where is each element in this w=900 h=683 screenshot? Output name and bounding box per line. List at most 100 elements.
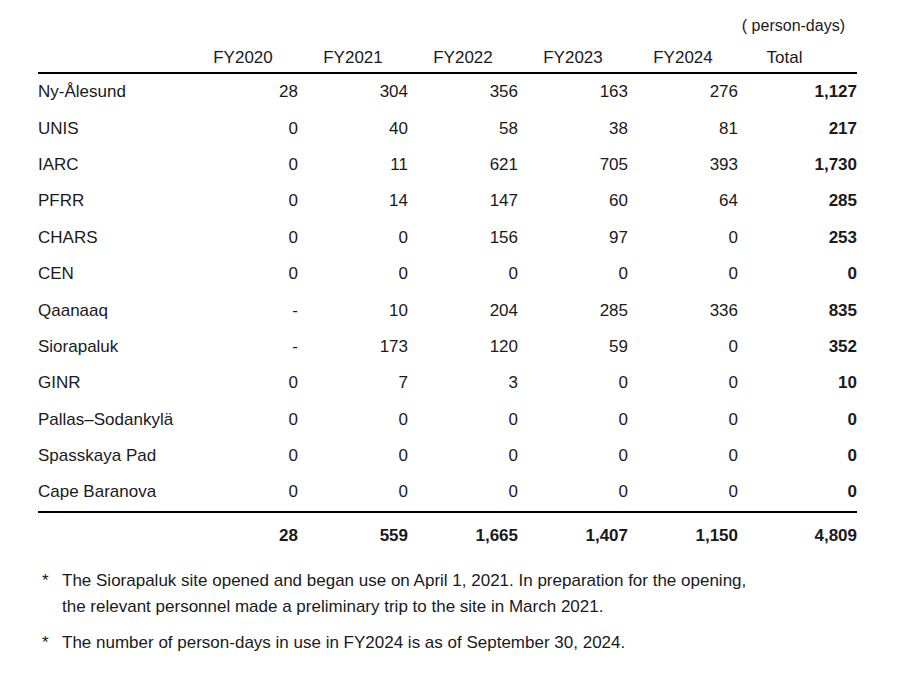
value-cell: 0	[518, 256, 628, 292]
value-cell: 0	[628, 256, 738, 292]
table-row: Spasskaya Pad000000	[38, 438, 857, 474]
value-cell: 0	[188, 474, 298, 511]
value-cell: 285	[518, 292, 628, 328]
value-cell: 11	[298, 147, 408, 183]
totals-row-label	[38, 512, 188, 559]
column-header-fy2023: FY2023	[518, 44, 628, 73]
row-total-cell: 217	[738, 110, 857, 146]
site-name: Qaanaaq	[38, 292, 188, 328]
page: { "unit_label": "( person-days)", "table…	[0, 0, 900, 683]
value-cell: 0	[518, 365, 628, 401]
value-cell: 0	[298, 438, 408, 474]
site-column-header	[38, 44, 188, 73]
footnote-line: the relevant personnel made a preliminar…	[62, 597, 603, 616]
value-cell: 276	[628, 73, 738, 110]
table-row: GINR0730010	[38, 365, 857, 401]
value-cell: 0	[188, 365, 298, 401]
value-cell: 58	[408, 110, 518, 146]
row-total-cell: 0	[738, 438, 857, 474]
footnote-marker: *	[42, 568, 62, 620]
table-row: UNIS040583881217	[38, 110, 857, 146]
site-name: CHARS	[38, 220, 188, 256]
value-cell: 0	[298, 402, 408, 438]
value-cell: 336	[628, 292, 738, 328]
value-cell: 304	[298, 73, 408, 110]
value-cell: 204	[408, 292, 518, 328]
footnote-line: The Siorapaluk site opened and began use…	[62, 571, 746, 590]
table-body: Ny-Ålesund283043561632761,127UNIS0405838…	[38, 73, 857, 512]
value-cell: -	[188, 292, 298, 328]
value-cell: 38	[518, 110, 628, 146]
row-total-cell: 0	[738, 474, 857, 511]
column-header-fy2024: FY2024	[628, 44, 738, 73]
row-total-cell: 835	[738, 292, 857, 328]
footnote-line: The number of person-days in use in FY20…	[62, 633, 625, 652]
column-header-fy2021: FY2021	[298, 44, 408, 73]
value-cell: 0	[628, 329, 738, 365]
value-cell: 0	[188, 183, 298, 219]
value-cell: 0	[628, 220, 738, 256]
value-cell: 0	[188, 256, 298, 292]
footnotes: * The Siorapaluk site opened and began u…	[42, 568, 872, 656]
value-cell: 705	[518, 147, 628, 183]
site-name: UNIS	[38, 110, 188, 146]
table-row: PFRR0141476064285	[38, 183, 857, 219]
row-total-cell: 1,127	[738, 73, 857, 110]
value-cell: 10	[298, 292, 408, 328]
value-cell: 97	[518, 220, 628, 256]
value-cell: 0	[628, 402, 738, 438]
value-cell: 0	[628, 438, 738, 474]
value-cell: 28	[188, 73, 298, 110]
value-cell: 120	[408, 329, 518, 365]
value-cell: 0	[188, 110, 298, 146]
grand-total-cell-fy2024: 1,150	[628, 512, 738, 559]
column-header-fy2022: FY2022	[408, 44, 518, 73]
row-total-cell: 0	[738, 256, 857, 292]
table-row: Ny-Ålesund283043561632761,127	[38, 73, 857, 110]
value-cell: 40	[298, 110, 408, 146]
value-cell: 0	[188, 147, 298, 183]
site-name: Pallas–Sodankylä	[38, 402, 188, 438]
value-cell: 0	[518, 438, 628, 474]
footnote-text: The Siorapaluk site opened and began use…	[62, 568, 872, 620]
value-cell: 0	[188, 220, 298, 256]
grand-total-cell-fy2020: 28	[188, 512, 298, 559]
table-row: CEN000000	[38, 256, 857, 292]
value-cell: 64	[628, 183, 738, 219]
value-cell: 156	[408, 220, 518, 256]
footnote: * The number of person-days in use in FY…	[42, 630, 872, 656]
person-days-table: FY2020 FY2021 FY2022 FY2023 FY2024 Total…	[38, 44, 857, 559]
value-cell: 0	[518, 402, 628, 438]
footnote-text: The number of person-days in use in FY20…	[62, 630, 872, 656]
row-total-cell: 285	[738, 183, 857, 219]
unit-label: ( person-days)	[742, 17, 845, 35]
value-cell: 0	[628, 474, 738, 511]
site-name: Siorapaluk	[38, 329, 188, 365]
value-cell: 14	[298, 183, 408, 219]
value-cell: 163	[518, 73, 628, 110]
value-cell: 0	[298, 474, 408, 511]
value-cell: 0	[408, 438, 518, 474]
value-cell: 0	[188, 402, 298, 438]
value-cell: 0	[628, 365, 738, 401]
value-cell: 0	[408, 402, 518, 438]
value-cell: 0	[188, 438, 298, 474]
site-name: Cape Baranova	[38, 474, 188, 511]
table-row: Cape Baranova000000	[38, 474, 857, 511]
site-name: PFRR	[38, 183, 188, 219]
value-cell: -	[188, 329, 298, 365]
value-cell: 81	[628, 110, 738, 146]
site-name: CEN	[38, 256, 188, 292]
row-total-cell: 253	[738, 220, 857, 256]
value-cell: 0	[408, 474, 518, 511]
site-name: IARC	[38, 147, 188, 183]
value-cell: 60	[518, 183, 628, 219]
value-cell: 0	[298, 220, 408, 256]
grand-total-cell-fy2022: 1,665	[408, 512, 518, 559]
value-cell: 147	[408, 183, 518, 219]
row-total-cell: 352	[738, 329, 857, 365]
table-row: Siorapaluk-173120590352	[38, 329, 857, 365]
value-cell: 0	[298, 256, 408, 292]
site-name: GINR	[38, 365, 188, 401]
site-name: Spasskaya Pad	[38, 438, 188, 474]
